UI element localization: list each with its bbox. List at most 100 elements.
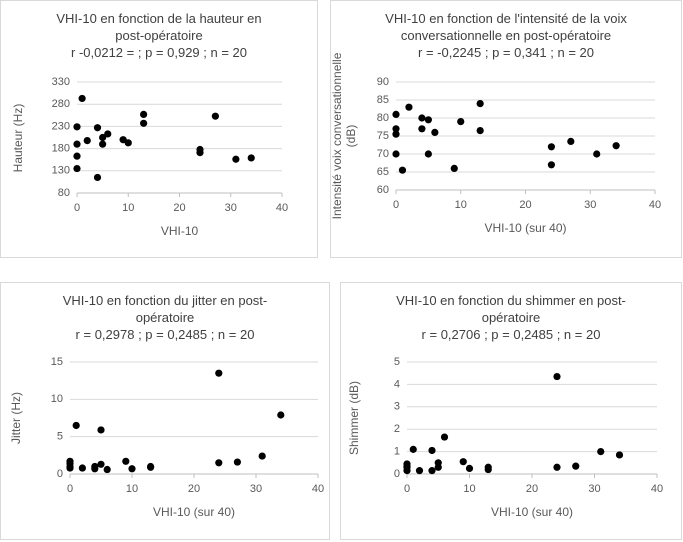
point	[398, 166, 407, 174]
x-tick-label: 10	[463, 483, 475, 495]
point	[392, 150, 400, 158]
x-tick-label: 20	[519, 199, 531, 211]
point	[418, 125, 426, 133]
chart-title: VHI-10 en fonction du jitter en post-opé…	[62, 293, 268, 325]
y-tick-label: 5	[57, 431, 63, 443]
y-tick-label: 2	[394, 423, 400, 435]
point	[196, 148, 204, 157]
point	[104, 130, 112, 138]
y-tick-label: 180	[52, 143, 70, 155]
point	[415, 467, 424, 475]
y-tick-label: 1	[394, 446, 400, 458]
y-tick-label: 280	[52, 98, 70, 110]
y-tick-label: 65	[377, 166, 389, 178]
x-tick-label: 20	[173, 202, 185, 214]
y-tick-label: 3	[394, 401, 400, 413]
point	[73, 164, 81, 173]
point	[405, 103, 413, 111]
point	[122, 457, 130, 465]
x-tick-label: 40	[649, 199, 661, 211]
y-tick-label: 75	[377, 130, 389, 142]
point	[476, 127, 484, 135]
point	[431, 128, 439, 136]
point	[547, 143, 556, 151]
x-tick-label: 0	[74, 202, 80, 214]
point	[459, 458, 467, 466]
point	[484, 465, 492, 474]
x-axis-label: VHI-10 (sur 40)	[484, 221, 567, 235]
point	[73, 152, 81, 160]
y-tick-label: 70	[377, 148, 389, 160]
x-tick-label: 10	[455, 199, 467, 211]
point	[97, 460, 105, 468]
y-tick-label: 80	[377, 112, 389, 124]
point	[403, 467, 411, 475]
point	[83, 137, 91, 145]
x-tick-label: 20	[188, 483, 200, 495]
point	[147, 463, 155, 471]
point	[140, 110, 148, 119]
point	[124, 139, 132, 147]
y-tick-label: 85	[377, 94, 389, 106]
y-axis-label: Hauteur (Hz)	[11, 103, 25, 172]
point	[78, 464, 86, 472]
y-tick-label: 80	[58, 187, 70, 199]
point	[476, 100, 484, 108]
x-tick-label: 40	[312, 483, 324, 495]
point	[547, 161, 556, 169]
point	[553, 463, 561, 471]
chart-subtitle: r = 0,2706 ; p = 0,2485 ; n = 20	[421, 327, 601, 342]
chart-frame	[0, 282, 330, 540]
x-tick-label: 30	[250, 483, 262, 495]
point	[258, 452, 266, 460]
y-axis-label: Jitter (Hz)	[9, 392, 23, 444]
point	[593, 150, 601, 158]
chart-frame	[340, 282, 682, 540]
point	[73, 123, 81, 131]
x-tick-label: 0	[67, 483, 73, 495]
point	[615, 451, 624, 459]
chart-title: VHI-10 en fonction de l'intensité de la …	[385, 11, 627, 43]
point	[233, 458, 241, 466]
point	[215, 369, 223, 377]
x-tick-label: 10	[126, 483, 138, 495]
point	[97, 426, 105, 434]
chart-title: VHI-10 en fonction de la hauteur en post…	[56, 11, 262, 43]
point	[572, 462, 580, 470]
point	[91, 465, 99, 473]
point	[103, 465, 111, 474]
chart-frame	[330, 0, 682, 258]
point	[93, 124, 102, 132]
point	[247, 154, 255, 162]
y-axis-label: Shimmer (dB)	[347, 381, 361, 456]
y-tick-label: 230	[52, 120, 70, 132]
point	[392, 125, 400, 133]
point	[211, 112, 219, 120]
point	[567, 137, 575, 145]
y-tick-label: 4	[394, 378, 400, 390]
x-axis-label: VHI-10	[160, 224, 199, 238]
point	[428, 446, 436, 455]
x-tick-label: 30	[584, 199, 596, 211]
point	[424, 116, 432, 124]
chart-subtitle: r = -0,2245 ; p = 0,341 ; n = 20	[418, 45, 594, 60]
point	[392, 130, 400, 138]
y-tick-label: 15	[51, 356, 63, 368]
point	[99, 133, 107, 142]
point	[418, 114, 426, 122]
point	[72, 421, 80, 430]
point	[93, 173, 102, 182]
y-tick-label: 60	[377, 184, 389, 196]
x-tick-label: 30	[225, 202, 237, 214]
point	[457, 118, 465, 126]
point	[215, 459, 223, 467]
chart-frame	[0, 0, 318, 258]
point	[140, 119, 148, 127]
point	[424, 150, 432, 158]
point	[450, 164, 458, 172]
point	[66, 464, 74, 472]
x-axis-label: VHI-10 (sur 40)	[490, 505, 574, 519]
point	[128, 465, 136, 473]
point	[612, 142, 620, 150]
